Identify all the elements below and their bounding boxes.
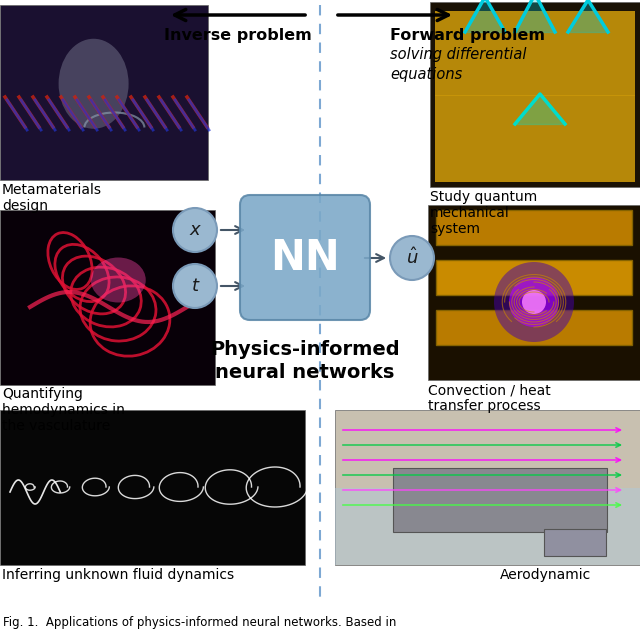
- Circle shape: [522, 290, 546, 314]
- Circle shape: [173, 208, 217, 252]
- FancyBboxPatch shape: [335, 410, 640, 565]
- Text: solving differential
equations: solving differential equations: [390, 47, 527, 82]
- FancyBboxPatch shape: [430, 2, 640, 187]
- Text: Quantifying
hemodynamics in
the vasculature: Quantifying hemodynamics in the vasculat…: [2, 387, 125, 434]
- FancyBboxPatch shape: [428, 205, 640, 380]
- Ellipse shape: [59, 39, 129, 129]
- Text: Inferring unknown fluid dynamics: Inferring unknown fluid dynamics: [2, 568, 234, 582]
- FancyBboxPatch shape: [240, 195, 370, 320]
- Text: Inverse problem: Inverse problem: [164, 28, 312, 43]
- Text: Forward problem: Forward problem: [390, 28, 545, 43]
- FancyBboxPatch shape: [335, 488, 640, 565]
- Ellipse shape: [91, 257, 146, 302]
- Text: Metamaterials
design: Metamaterials design: [2, 183, 102, 213]
- Text: NN: NN: [270, 237, 340, 279]
- FancyBboxPatch shape: [435, 95, 635, 182]
- FancyBboxPatch shape: [436, 210, 632, 245]
- Text: t: t: [191, 277, 198, 295]
- FancyBboxPatch shape: [436, 260, 632, 295]
- Circle shape: [390, 236, 434, 280]
- FancyBboxPatch shape: [544, 529, 606, 556]
- Text: Fig. 1.  Applications of physics-informed neural networks. Based in: Fig. 1. Applications of physics-informed…: [3, 616, 396, 629]
- Text: Convection / heat
transfer process: Convection / heat transfer process: [428, 383, 551, 413]
- Text: Physics-informed
neural networks: Physics-informed neural networks: [210, 340, 400, 382]
- FancyBboxPatch shape: [0, 210, 215, 385]
- Circle shape: [494, 262, 574, 342]
- FancyBboxPatch shape: [435, 11, 635, 96]
- Text: Aerodynamic: Aerodynamic: [500, 568, 591, 582]
- FancyBboxPatch shape: [393, 468, 607, 532]
- Circle shape: [173, 264, 217, 308]
- Text: Study quantum
mechanical
system: Study quantum mechanical system: [430, 190, 537, 236]
- FancyBboxPatch shape: [0, 5, 208, 180]
- Text: x: x: [189, 221, 200, 239]
- FancyBboxPatch shape: [0, 410, 305, 565]
- Circle shape: [509, 277, 559, 327]
- Text: $\hat{u}$: $\hat{u}$: [406, 248, 419, 268]
- FancyBboxPatch shape: [436, 310, 632, 345]
